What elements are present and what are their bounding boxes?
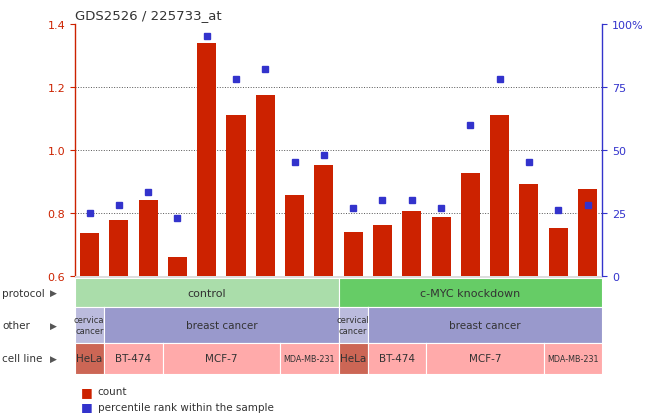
Text: GDS2526 / 225733_at: GDS2526 / 225733_at bbox=[75, 9, 221, 22]
Text: cervical
cancer: cervical cancer bbox=[337, 316, 370, 335]
Bar bbox=[168, 257, 187, 276]
Text: MCF-7: MCF-7 bbox=[205, 353, 238, 363]
Text: HeLa: HeLa bbox=[340, 353, 367, 363]
Bar bbox=[109, 221, 128, 276]
Text: ▶: ▶ bbox=[50, 288, 57, 297]
Text: cervical
cancer: cervical cancer bbox=[73, 316, 106, 335]
Text: cell line: cell line bbox=[2, 353, 42, 363]
Bar bbox=[285, 196, 304, 276]
Text: breast cancer: breast cancer bbox=[449, 320, 521, 330]
Text: ■: ■ bbox=[81, 400, 93, 413]
Text: protocol: protocol bbox=[2, 288, 45, 298]
Bar bbox=[519, 185, 538, 276]
Text: MCF-7: MCF-7 bbox=[469, 353, 501, 363]
Text: c-MYC knockdown: c-MYC knockdown bbox=[421, 288, 520, 298]
Text: HeLa: HeLa bbox=[76, 353, 103, 363]
Text: breast cancer: breast cancer bbox=[186, 320, 257, 330]
Text: BT-474: BT-474 bbox=[379, 353, 415, 363]
Bar bbox=[80, 233, 99, 276]
Text: other: other bbox=[2, 320, 30, 330]
Text: control: control bbox=[187, 288, 226, 298]
Text: percentile rank within the sample: percentile rank within the sample bbox=[98, 402, 273, 412]
Bar bbox=[578, 190, 597, 276]
Text: ▶: ▶ bbox=[50, 321, 57, 330]
Bar bbox=[256, 95, 275, 276]
Bar bbox=[549, 229, 568, 276]
Bar bbox=[461, 174, 480, 276]
Bar bbox=[490, 116, 509, 276]
Text: MDA-MB-231: MDA-MB-231 bbox=[547, 354, 599, 363]
Bar bbox=[197, 44, 216, 276]
Bar bbox=[432, 218, 450, 276]
Text: ▶: ▶ bbox=[50, 354, 57, 363]
Bar bbox=[344, 232, 363, 276]
Bar bbox=[227, 116, 245, 276]
Bar bbox=[139, 201, 158, 276]
Bar bbox=[373, 225, 392, 276]
Bar bbox=[314, 166, 333, 276]
Text: MDA-MB-231: MDA-MB-231 bbox=[283, 354, 335, 363]
Text: ■: ■ bbox=[81, 385, 93, 398]
Text: BT-474: BT-474 bbox=[115, 353, 152, 363]
Text: count: count bbox=[98, 387, 127, 396]
Bar bbox=[402, 211, 421, 276]
